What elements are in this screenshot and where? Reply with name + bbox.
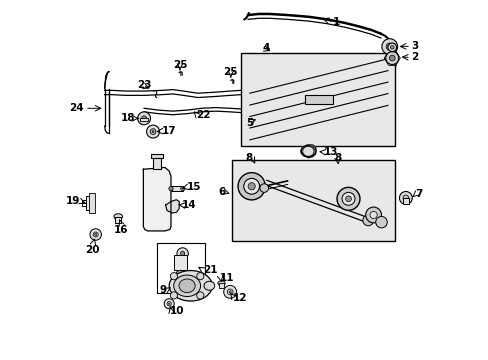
Text: 18: 18 bbox=[121, 113, 135, 123]
Bar bbox=[231, 160, 394, 241]
Text: 8: 8 bbox=[244, 153, 252, 163]
Circle shape bbox=[244, 179, 259, 194]
Circle shape bbox=[341, 192, 354, 205]
Text: 15: 15 bbox=[186, 182, 201, 192]
Circle shape bbox=[137, 112, 150, 125]
Text: 2: 2 bbox=[411, 52, 418, 62]
Circle shape bbox=[196, 273, 203, 280]
Ellipse shape bbox=[179, 279, 195, 293]
Bar bbox=[241, 53, 394, 146]
Bar bbox=[151, 154, 163, 158]
Ellipse shape bbox=[114, 214, 122, 220]
Text: 24: 24 bbox=[69, 103, 83, 113]
Circle shape bbox=[93, 232, 98, 237]
Polygon shape bbox=[165, 200, 179, 213]
Circle shape bbox=[386, 43, 392, 50]
Text: 4: 4 bbox=[262, 43, 269, 53]
Text: 7: 7 bbox=[414, 189, 421, 199]
Circle shape bbox=[260, 184, 268, 192]
Circle shape bbox=[146, 125, 159, 138]
Bar bbox=[88, 193, 95, 213]
Bar bbox=[305, 95, 332, 104]
Text: 22: 22 bbox=[196, 111, 210, 121]
Circle shape bbox=[90, 229, 101, 240]
Text: 23: 23 bbox=[137, 80, 151, 90]
Text: 19: 19 bbox=[66, 196, 80, 206]
Circle shape bbox=[180, 186, 184, 191]
Bar bbox=[172, 186, 183, 191]
Bar bbox=[115, 217, 121, 223]
Circle shape bbox=[345, 196, 351, 202]
Circle shape bbox=[399, 192, 411, 204]
Bar bbox=[140, 118, 148, 121]
Text: 9: 9 bbox=[159, 285, 166, 296]
Text: 10: 10 bbox=[169, 306, 184, 316]
Text: 21: 21 bbox=[203, 265, 217, 275]
Ellipse shape bbox=[173, 275, 200, 297]
Circle shape bbox=[168, 186, 173, 191]
Circle shape bbox=[168, 303, 169, 305]
Circle shape bbox=[381, 39, 397, 54]
Circle shape bbox=[167, 302, 171, 306]
Bar bbox=[402, 198, 408, 204]
Circle shape bbox=[388, 55, 394, 61]
Text: 5: 5 bbox=[246, 118, 253, 128]
Circle shape bbox=[180, 251, 184, 256]
Bar bbox=[153, 157, 161, 169]
Circle shape bbox=[196, 292, 203, 299]
Text: 12: 12 bbox=[233, 293, 247, 303]
Circle shape bbox=[389, 45, 393, 49]
Circle shape bbox=[238, 173, 265, 200]
Circle shape bbox=[177, 248, 188, 259]
Circle shape bbox=[170, 292, 177, 299]
Text: 14: 14 bbox=[182, 200, 196, 210]
Bar bbox=[174, 255, 187, 270]
Polygon shape bbox=[143, 167, 171, 231]
Circle shape bbox=[247, 183, 255, 190]
Circle shape bbox=[142, 116, 146, 121]
Text: 1: 1 bbox=[332, 17, 339, 27]
Circle shape bbox=[170, 273, 177, 280]
Circle shape bbox=[385, 51, 398, 64]
Bar bbox=[156, 243, 204, 293]
Text: 17: 17 bbox=[162, 126, 176, 136]
Circle shape bbox=[369, 211, 376, 219]
Circle shape bbox=[227, 289, 233, 295]
Circle shape bbox=[152, 131, 154, 133]
Text: 20: 20 bbox=[84, 244, 99, 255]
Ellipse shape bbox=[169, 271, 212, 301]
Polygon shape bbox=[301, 145, 316, 158]
Circle shape bbox=[387, 43, 396, 51]
Text: 25: 25 bbox=[223, 67, 238, 77]
Text: 11: 11 bbox=[220, 273, 234, 283]
Circle shape bbox=[150, 129, 156, 134]
Bar bbox=[86, 196, 94, 211]
Text: 8: 8 bbox=[333, 153, 341, 163]
Circle shape bbox=[362, 215, 373, 226]
Circle shape bbox=[164, 299, 174, 309]
Circle shape bbox=[94, 233, 97, 235]
Circle shape bbox=[336, 187, 359, 210]
Text: 13: 13 bbox=[324, 147, 338, 157]
Ellipse shape bbox=[218, 281, 224, 286]
Bar bbox=[218, 283, 224, 288]
Circle shape bbox=[402, 195, 408, 201]
Text: 6: 6 bbox=[218, 187, 225, 197]
Circle shape bbox=[223, 285, 236, 298]
Text: 3: 3 bbox=[411, 41, 418, 50]
Circle shape bbox=[228, 291, 231, 293]
Ellipse shape bbox=[203, 281, 214, 290]
Text: 16: 16 bbox=[113, 225, 128, 235]
Ellipse shape bbox=[176, 270, 185, 276]
Text: 25: 25 bbox=[172, 60, 187, 70]
Circle shape bbox=[375, 216, 386, 228]
Circle shape bbox=[365, 207, 381, 223]
